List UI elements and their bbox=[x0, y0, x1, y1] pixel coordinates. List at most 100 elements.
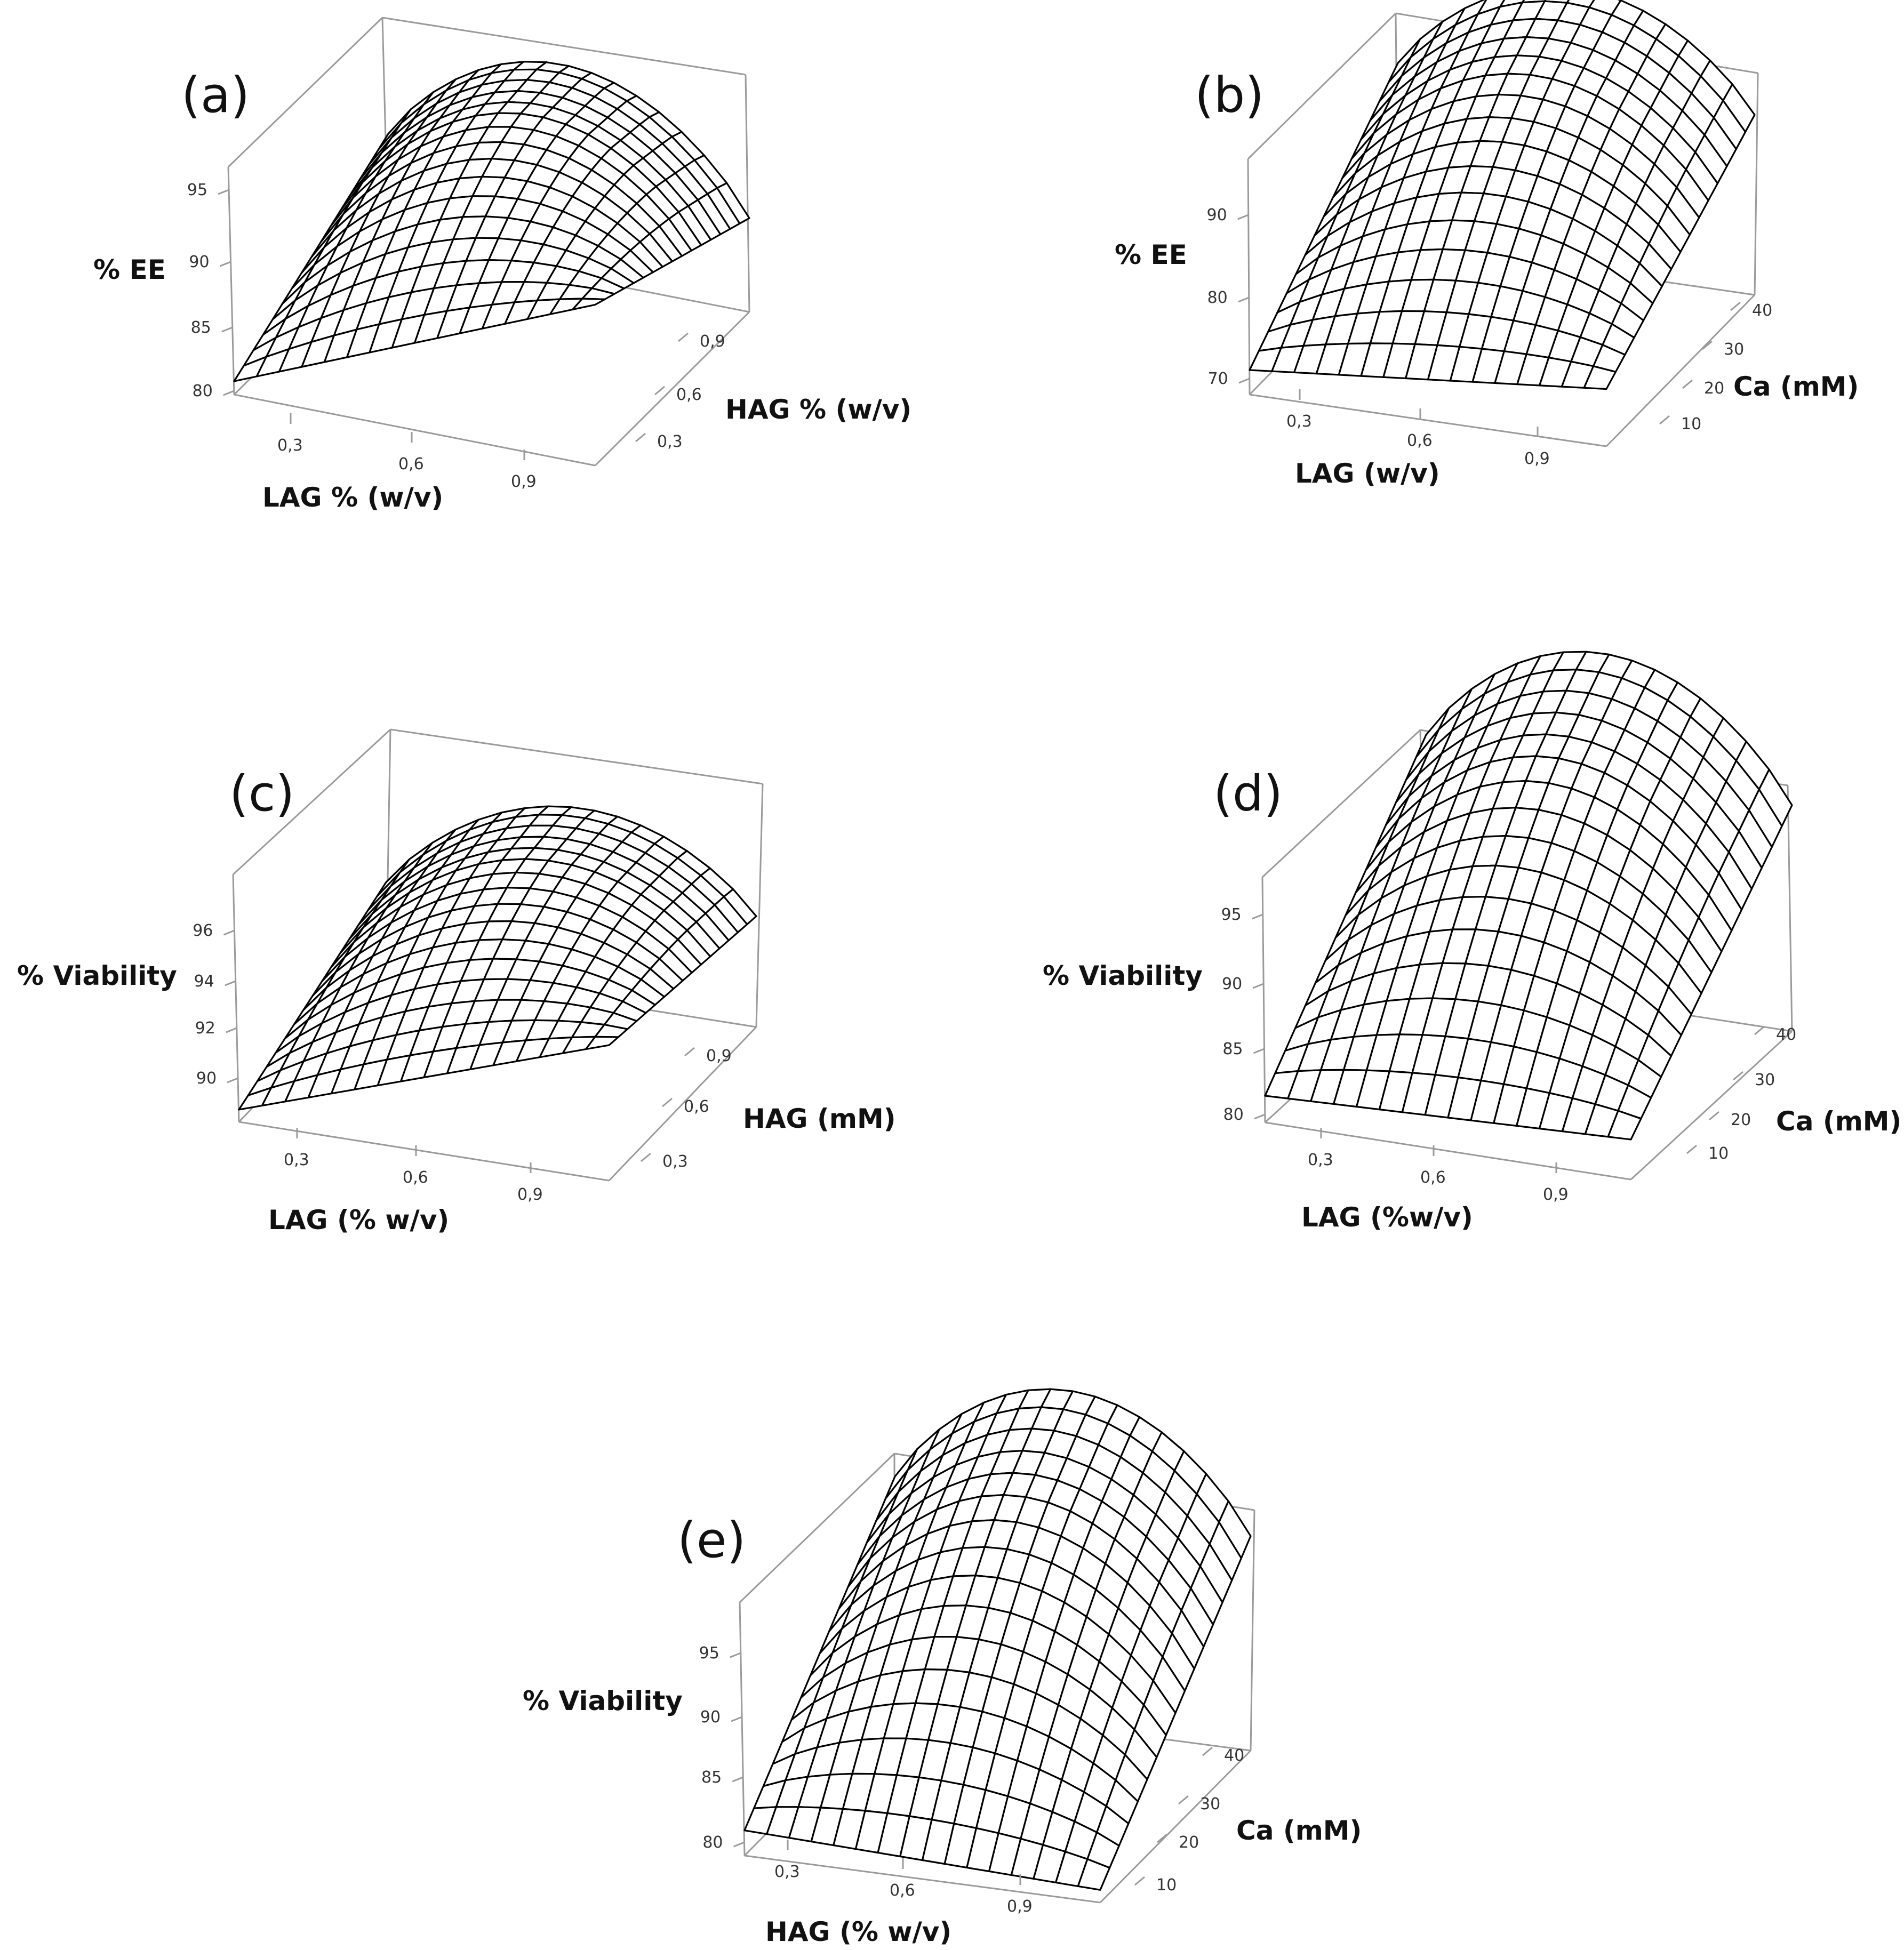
y-tick-mark bbox=[1702, 340, 1713, 350]
box-edge bbox=[594, 311, 750, 467]
x-tick-label: 0,9 bbox=[1524, 450, 1550, 468]
x-tick-label: 0,6 bbox=[1420, 1168, 1446, 1187]
z-axis-label: % Viability bbox=[523, 1686, 683, 1716]
z-tick-mark bbox=[226, 1027, 237, 1033]
surface-mesh bbox=[743, 1388, 1252, 1891]
z-tick-label: 90 bbox=[1222, 975, 1242, 993]
x-tick-label: 0,3 bbox=[774, 1863, 800, 1881]
box-edge bbox=[390, 728, 763, 785]
box-edge bbox=[744, 1855, 1101, 1904]
box-edge bbox=[1754, 73, 1759, 295]
z-tick-mark bbox=[1237, 214, 1249, 220]
z-tick-mark bbox=[733, 1841, 745, 1848]
z-tick-mark bbox=[732, 1776, 743, 1783]
z-tick-mark bbox=[223, 929, 235, 936]
z-tick-label: 85 bbox=[191, 318, 211, 337]
box-edge bbox=[608, 1026, 757, 1182]
z-tick-label: 95 bbox=[187, 181, 207, 199]
z-tick-label: 80 bbox=[702, 1833, 723, 1852]
x-tick-label: 0,9 bbox=[517, 1185, 543, 1204]
y-tick-label: 40 bbox=[1224, 1746, 1244, 1765]
z-tick-mark bbox=[223, 390, 235, 396]
y-tick-mark bbox=[1730, 301, 1741, 311]
box-edge bbox=[1250, 1510, 1255, 1751]
y-tick-mark bbox=[1733, 1071, 1743, 1081]
z-tick-label: 95 bbox=[699, 1644, 719, 1663]
box-edge bbox=[1265, 1121, 1631, 1181]
x-tick-label: 0,3 bbox=[1308, 1151, 1333, 1169]
box-edge bbox=[1261, 877, 1266, 1123]
y-tick-label: 10 bbox=[1681, 415, 1701, 434]
x-tick-label: 0,9 bbox=[511, 472, 537, 491]
z-tick-mark bbox=[1254, 1113, 1266, 1120]
box-edge bbox=[1605, 294, 1756, 447]
y-axis-label: HAG (mM) bbox=[743, 1103, 896, 1134]
x-tick-label: 0,9 bbox=[1007, 1897, 1033, 1916]
z-tick-label: 80 bbox=[193, 382, 213, 400]
box-edge bbox=[1630, 1030, 1793, 1181]
panel-letter: (d) bbox=[1213, 765, 1283, 822]
x-axis-label: HAG (% w/v) bbox=[765, 1916, 951, 1947]
y-tick-mark bbox=[1178, 1795, 1189, 1805]
z-tick-label: 70 bbox=[1208, 370, 1228, 388]
y-tick-label: 40 bbox=[1776, 1025, 1796, 1044]
surface-plot-a: 80 85 90 95 0,3 0,6 0,9 0,3 0,6 0,9 (a) % EE LAG % (… bbox=[93, 17, 911, 513]
box-edge bbox=[232, 728, 391, 876]
box-edge bbox=[739, 1453, 895, 1603]
z-tick-mark bbox=[730, 1652, 741, 1658]
y-tick-label: 30 bbox=[1724, 340, 1744, 359]
x-axis-label: LAG % (w/v) bbox=[262, 482, 443, 513]
box-edge bbox=[1249, 394, 1607, 447]
surface-cell bbox=[1607, 1110, 1642, 1141]
z-tick-mark bbox=[1252, 983, 1264, 989]
y-tick-label: 0,9 bbox=[706, 1047, 732, 1065]
box-edge bbox=[1247, 12, 1397, 160]
z-tick-label: 85 bbox=[1222, 1040, 1243, 1058]
box-edge bbox=[755, 783, 764, 1028]
z-tick-mark bbox=[1238, 378, 1250, 384]
x-tick-label: 0,6 bbox=[1407, 431, 1433, 450]
z-tick-mark bbox=[1253, 1048, 1265, 1054]
z-tick-label: 95 bbox=[1221, 905, 1242, 924]
box-edge bbox=[382, 17, 746, 76]
x-axis-label: LAG (% w/v) bbox=[268, 1205, 449, 1235]
x-tick-label: 0,6 bbox=[398, 455, 424, 474]
y-tick-mark bbox=[1659, 415, 1670, 425]
z-tick-mark bbox=[218, 189, 229, 195]
x-tick-label: 0,3 bbox=[1286, 412, 1312, 431]
surface-cell bbox=[585, 1036, 619, 1050]
surface-mesh bbox=[1249, 0, 1756, 390]
box-edge bbox=[745, 74, 750, 312]
surface-plot-c: 90 92 94 96 0,3 0,6 0,9 0,3 0,6 0,9 (c) % Viability… bbox=[17, 728, 896, 1235]
surface-cell bbox=[572, 298, 606, 311]
box-edge bbox=[238, 1121, 610, 1182]
surface-cell bbox=[1077, 1858, 1111, 1891]
x-tick-label: 0,9 bbox=[1543, 1185, 1569, 1204]
surface-mesh bbox=[1264, 651, 1793, 1141]
x-tick-label: 0,6 bbox=[403, 1168, 428, 1187]
y-tick-mark bbox=[1709, 1111, 1719, 1121]
y-tick-label: 20 bbox=[1179, 1833, 1199, 1852]
y-axis-label: Ca (mM) bbox=[1776, 1106, 1901, 1137]
y-tick-label: 0,3 bbox=[657, 432, 683, 451]
z-tick-label: 94 bbox=[194, 972, 214, 991]
y-tick-mark bbox=[635, 432, 646, 443]
x-axis-label: LAG (%w/v) bbox=[1301, 1202, 1473, 1233]
z-tick-label: 80 bbox=[1207, 288, 1228, 307]
z-tick-mark bbox=[227, 1077, 238, 1084]
y-tick-mark bbox=[1157, 1833, 1167, 1843]
surface-mesh bbox=[233, 60, 750, 382]
box-edge bbox=[227, 17, 383, 168]
surface-mesh bbox=[238, 805, 757, 1111]
surface-cell bbox=[1583, 365, 1617, 390]
box-edge bbox=[1099, 1750, 1252, 1904]
y-axis-label: Ca (mM) bbox=[1236, 1815, 1362, 1846]
box-edge bbox=[227, 166, 235, 395]
y-tick-label: 20 bbox=[1731, 1111, 1751, 1129]
y-tick-label: 0,6 bbox=[676, 386, 702, 404]
y-tick-mark bbox=[662, 1097, 673, 1108]
z-tick-label: 92 bbox=[195, 1019, 215, 1038]
